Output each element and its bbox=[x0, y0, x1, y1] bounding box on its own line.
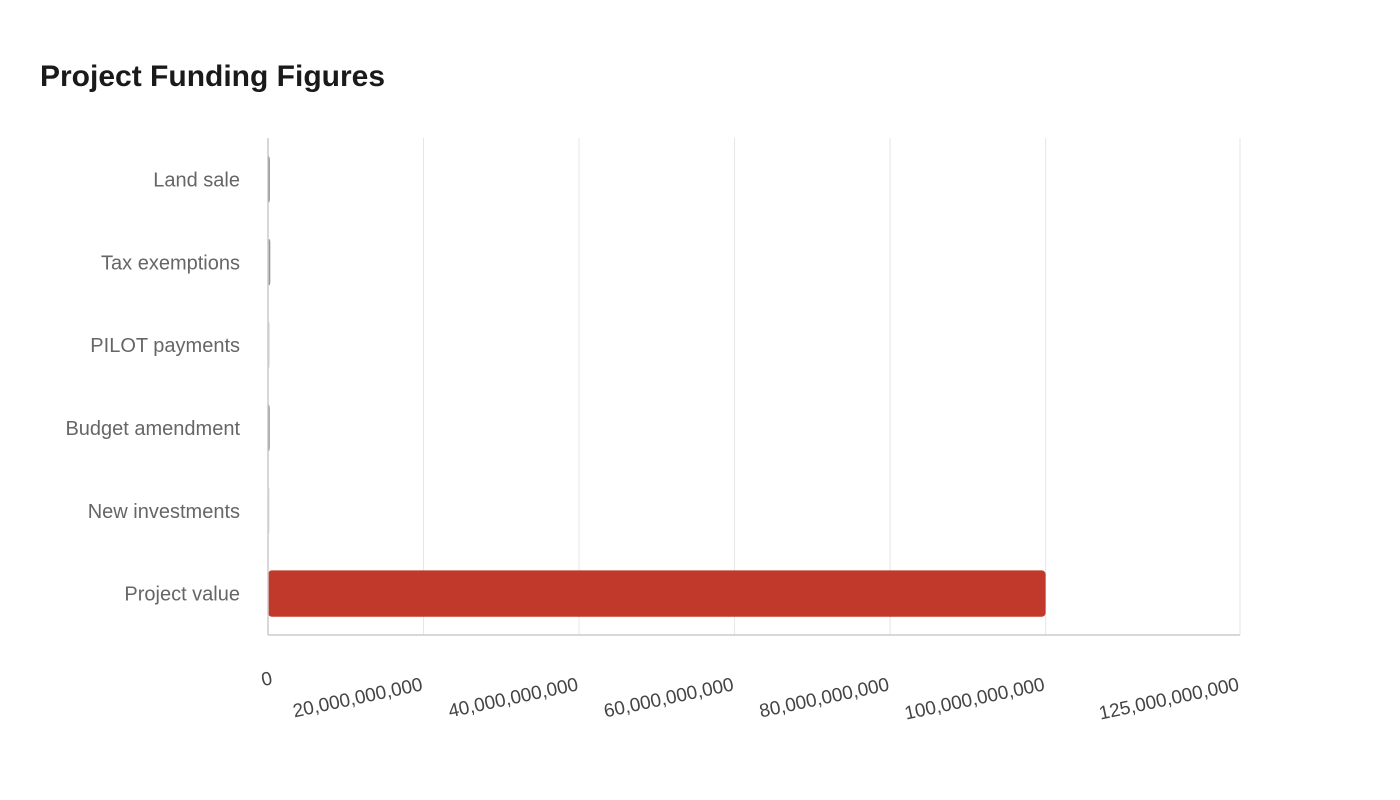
y-category-label: Project value bbox=[124, 584, 240, 606]
bar bbox=[268, 570, 1046, 617]
grid-layer bbox=[267, 138, 1241, 635]
y-category-label: Budget amendment bbox=[65, 418, 240, 440]
y-category-label: New investments bbox=[88, 501, 240, 523]
x-tick-label: 125,000,000,000 bbox=[1097, 674, 1241, 724]
x-tick-label: 20,000,000,000 bbox=[291, 674, 425, 722]
y-category-label: PILOT payments bbox=[90, 335, 240, 357]
axis-layer bbox=[267, 138, 1240, 636]
y-category-label: Land sale bbox=[153, 169, 240, 191]
x-tick-label: 0 bbox=[259, 668, 274, 691]
bar-layer bbox=[268, 156, 1046, 617]
chart-title: Project Funding Figures bbox=[40, 60, 386, 93]
y-category-label: Tax exemptions bbox=[101, 252, 240, 274]
x-tick-label: 80,000,000,000 bbox=[758, 674, 892, 722]
x-tick-label: 40,000,000,000 bbox=[447, 674, 581, 722]
label-layer: 0 20,000,000,000 40,000,000,000 60,000,000,… bbox=[65, 169, 1241, 724]
x-tick-label: 100,000,000,000 bbox=[903, 674, 1047, 724]
x-tick-label: 60,000,000,000 bbox=[602, 674, 736, 722]
